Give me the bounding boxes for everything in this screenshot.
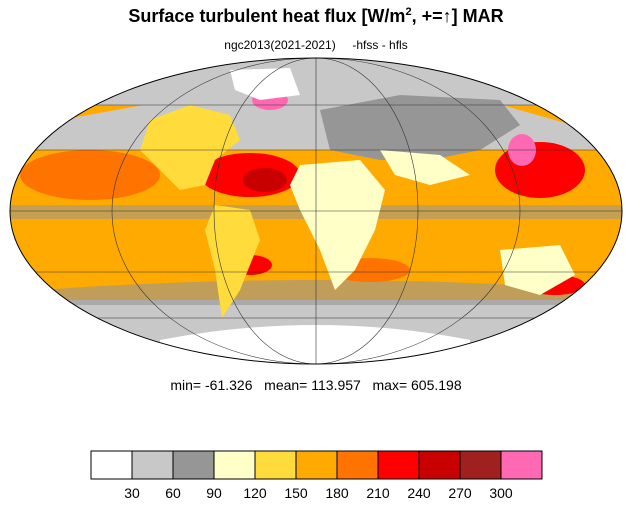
colorbar-tick-label: 60 — [165, 485, 181, 501]
stats-min-label: min= — [170, 377, 202, 393]
plot-subtitle: ngc2013(2021-2021) -hfss - hfls — [0, 38, 632, 52]
hotspot-gulf-core — [243, 168, 287, 192]
land-australia — [500, 245, 575, 295]
subtitle-left: ngc2013(2021-2021) — [224, 38, 336, 52]
plot-title: Surface turbulent heat flux [W/m2, +=↑] … — [0, 6, 632, 27]
land-north-america — [140, 105, 240, 190]
colorbar-swatch — [459, 450, 502, 480]
colorbar-tick-label: 150 — [284, 485, 308, 501]
colorbar-swatch — [500, 450, 543, 480]
antarctica — [160, 325, 470, 364]
colorbar — [90, 450, 543, 480]
colorbar-swatch — [336, 450, 379, 480]
title-main: Surface turbulent heat flux [W/m — [128, 6, 406, 26]
stats-max-value: 605.198 — [411, 377, 462, 393]
graticule — [10, 58, 622, 364]
colorbar-swatch — [172, 450, 215, 480]
colorbar-tick-label: 300 — [489, 485, 513, 501]
colorbar-swatch — [295, 450, 338, 480]
colorbar-swatch — [131, 450, 174, 480]
stats-min-value: -61.326 — [205, 377, 253, 393]
land-greenland — [230, 68, 300, 100]
colorbar-swatch — [90, 450, 133, 480]
stats-line: min= -61.326 mean= 113.957 max= 605.198 — [0, 377, 632, 393]
subtitle-right: -hfss - hfls — [352, 38, 408, 52]
colorbar-tick-label: 270 — [448, 485, 472, 501]
colorbar-tick-label: 120 — [243, 485, 267, 501]
land-africa — [290, 160, 385, 290]
colorbar-tick-label: 180 — [325, 485, 349, 501]
colorbar-tick-label: 210 — [366, 485, 390, 501]
title-suffix: , +=↑] MAR — [411, 6, 504, 26]
stats-mean-value: 113.957 — [311, 377, 361, 393]
colorbar-swatch — [377, 450, 420, 480]
colorbar-swatch — [254, 450, 297, 480]
land-eurasia — [320, 95, 520, 160]
hotspot-north-pacific — [20, 150, 160, 200]
colorbar-tick-label: 90 — [206, 485, 222, 501]
land-south-asia — [380, 150, 470, 185]
map-border — [9, 57, 623, 365]
title-exponent: 2 — [405, 6, 412, 18]
world-map — [9, 57, 623, 365]
colorbar-tick-label: 30 — [124, 485, 140, 501]
colorbar-tick-label: 240 — [407, 485, 431, 501]
colorbar-swatch — [418, 450, 461, 480]
stats-mean-label: mean= — [264, 377, 308, 393]
land-south-america — [205, 205, 260, 318]
south-dark-band — [40, 280, 600, 305]
colorbar-swatch — [213, 450, 256, 480]
stats-max-label: max= — [372, 377, 408, 393]
